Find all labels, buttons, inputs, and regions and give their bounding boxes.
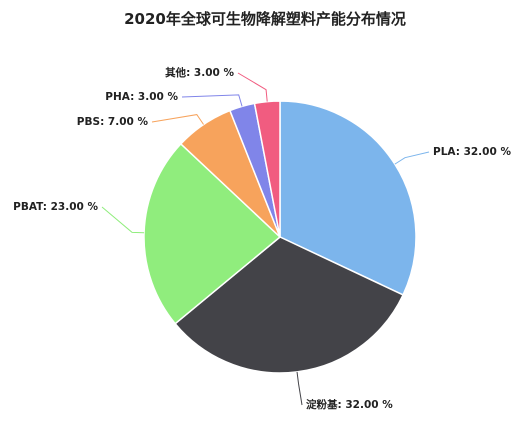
category-name: PLA (433, 146, 456, 158)
value-label: : 3.00 % (186, 67, 234, 79)
leader-line (296, 371, 303, 406)
leader-line (237, 72, 268, 102)
pie-slice (143, 142, 282, 325)
data-label: PBS: 7.00 % (77, 116, 149, 128)
data-label: PHA: 3.00 % (105, 91, 178, 103)
chart-title: 2020年全球可生物降解塑料产能分布情况 (124, 10, 406, 28)
pie-slice (253, 100, 281, 238)
leader-line (101, 206, 145, 234)
value-label: : 32.00 % (338, 399, 394, 411)
pie-slice (174, 236, 405, 374)
category-name: PBAT (13, 201, 44, 213)
pie-slice (279, 100, 417, 296)
leader-line (151, 114, 204, 125)
category-name: PBS (77, 116, 100, 128)
value-label: : 32.00 % (456, 146, 512, 158)
category-name: 其他 (165, 66, 186, 79)
data-label: PLA: 32.00 % (433, 146, 511, 158)
value-label: : 7.00 % (100, 116, 148, 128)
category-name: 淀粉基 (306, 398, 338, 411)
value-label: : 3.00 % (130, 91, 178, 103)
category-name: PHA (105, 91, 130, 103)
data-label: PBAT: 23.00 % (13, 201, 98, 213)
leader-line (394, 151, 430, 165)
leader-line (181, 94, 243, 107)
data-label: 其他: 3.00 % (165, 66, 234, 79)
data-label: 淀粉基: 32.00 % (306, 398, 393, 411)
value-label: : 23.00 % (43, 201, 99, 213)
